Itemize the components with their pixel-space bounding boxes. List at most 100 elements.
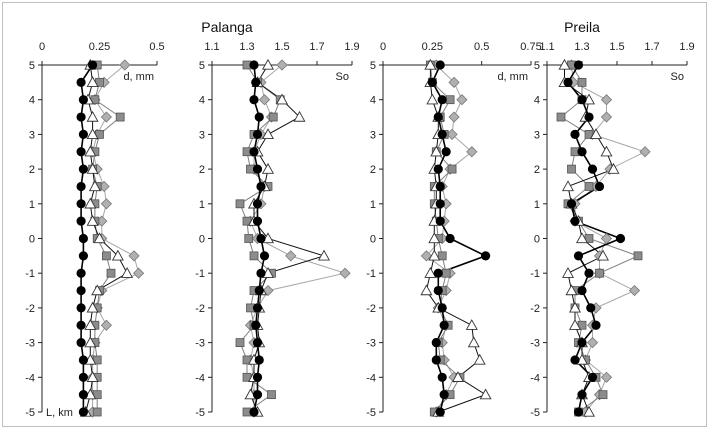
data-point-circle — [437, 372, 447, 382]
data-point-diamond — [285, 250, 297, 262]
data-point-square — [447, 164, 457, 174]
data-point-circle — [78, 355, 89, 365]
data-point-triangle — [426, 93, 439, 105]
y-tick-label: 1 — [370, 199, 376, 211]
y-tick-label: 5 — [370, 60, 376, 72]
data-point-triangle — [420, 284, 433, 296]
y-tick-label: 0 — [534, 234, 540, 246]
x-tick-label: 0.5 — [474, 41, 489, 53]
data-point-diamond — [600, 232, 613, 245]
data-point-diamond — [639, 146, 651, 158]
y-tick-label: 0 — [29, 234, 35, 246]
data-point-square — [556, 112, 566, 122]
data-point-circle — [76, 181, 86, 192]
data-point-diamond — [128, 250, 140, 262]
data-point-triangle — [86, 162, 99, 174]
data-point-circle — [437, 129, 447, 139]
y-axis-label: L, km — [46, 407, 73, 419]
data-point-circle — [76, 77, 86, 87]
panel-unit-label: d, mm — [497, 71, 528, 83]
data-point-square — [268, 112, 278, 122]
data-point-triangle — [589, 128, 603, 140]
data-point-diamond — [119, 59, 131, 71]
x-tick-label: 0 — [39, 41, 45, 53]
data-point-circle — [587, 164, 598, 174]
data-point-square — [267, 390, 276, 400]
data-point-circle — [76, 303, 86, 313]
data-point-triangle — [473, 353, 486, 365]
y-tick-label: -5 — [25, 407, 35, 419]
data-point-triangle — [86, 76, 99, 88]
data-point-triangle — [86, 128, 99, 140]
data-point-circle — [78, 372, 89, 382]
y-tick-label: -2 — [530, 303, 540, 315]
data-point-circle — [254, 355, 264, 365]
y-tick-label: 1 — [199, 199, 205, 211]
y-tick-label: -4 — [195, 372, 205, 384]
data-point-diamond — [100, 111, 113, 123]
data-point-circle — [435, 60, 445, 70]
data-point-circle — [615, 233, 626, 244]
x-tick-label: 1.7 — [309, 41, 324, 53]
data-point-circle — [566, 199, 577, 209]
data-point-square — [235, 199, 245, 209]
x-tick-label: 0 — [380, 41, 386, 53]
data-point-square — [437, 251, 447, 261]
data-point-circle — [78, 164, 89, 174]
data-point-triangle — [88, 180, 101, 192]
data-point-triangle — [317, 249, 331, 261]
x-tick-label: 0.75 — [520, 41, 541, 53]
data-point-triangle — [275, 93, 289, 105]
data-point-circle — [441, 147, 451, 157]
data-point-circle — [249, 147, 259, 157]
data-point-diamond — [628, 284, 641, 297]
y-tick-label: -4 — [530, 372, 540, 384]
data-point-circle — [431, 337, 441, 348]
data-point-circle — [573, 251, 584, 261]
data-point-square — [584, 182, 594, 191]
data-point-triangle — [428, 232, 441, 244]
data-point-circle — [433, 285, 443, 296]
y-tick-label: 4 — [370, 95, 376, 107]
x-tick-label: 1.9 — [679, 41, 694, 53]
x-tick-label: 0.25 — [422, 41, 443, 53]
data-point-square — [577, 77, 587, 87]
data-point-triangle — [479, 388, 492, 400]
data-point-square — [595, 268, 604, 278]
data-point-triangle — [558, 58, 571, 70]
y-tick-label: 1 — [29, 199, 35, 211]
data-point-circle — [445, 233, 455, 244]
y-tick-label: -3 — [195, 338, 205, 350]
group-title-preila: Preila — [564, 19, 600, 35]
data-point-diamond — [276, 59, 288, 71]
y-tick-label: -1 — [530, 268, 540, 280]
data-point-circle — [577, 95, 587, 105]
data-point-circle — [437, 95, 447, 105]
data-point-triangle — [84, 336, 97, 348]
data-point-circle — [76, 285, 86, 296]
data-point-diamond — [448, 111, 460, 123]
data-point-circle — [573, 60, 584, 70]
data-point-circle — [256, 268, 266, 278]
data-point-circle — [249, 407, 259, 417]
data-point-circle — [78, 95, 89, 105]
data-point-circle — [439, 390, 449, 400]
data-point-circle — [439, 320, 449, 330]
data-point-square — [633, 251, 643, 261]
data-point-diamond — [420, 250, 433, 262]
data-point-triangle — [568, 319, 582, 330]
y-tick-label: -5 — [530, 407, 540, 419]
data-point-circle — [435, 181, 445, 192]
data-point-square — [244, 234, 254, 243]
y-tick-label: 3 — [534, 129, 540, 141]
y-tick-label: 2 — [370, 164, 376, 176]
data-point-triangle — [465, 319, 478, 330]
y-tick-label: 1 — [534, 199, 540, 211]
data-point-triangle — [565, 284, 578, 296]
data-point-circle — [433, 112, 443, 122]
data-point-circle — [76, 199, 86, 209]
x-tick-label: 1.3 — [574, 41, 589, 53]
data-point-square — [92, 407, 102, 417]
